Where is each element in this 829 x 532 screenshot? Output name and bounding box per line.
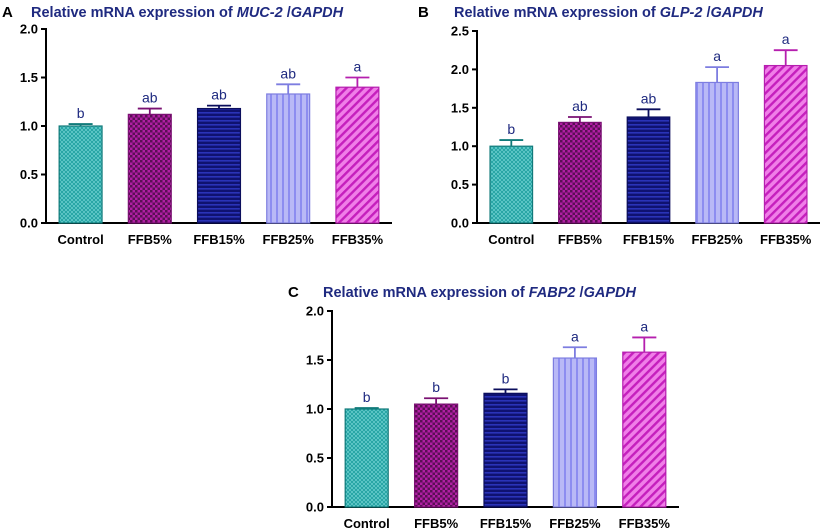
y-tick-label-a-0: 0.0	[20, 216, 38, 231]
panel-title-b-sep: /	[702, 5, 710, 21]
panel-title-a-sep: /	[283, 5, 291, 21]
bar-b-ffb25pct	[695, 81, 739, 224]
panel-title-b: Relative mRNA expression of GLP-2 /GAPDH	[454, 5, 763, 21]
bar-b-ffb5pct	[558, 121, 602, 224]
x-tick-label-a-ffb25pct: FFB25%	[263, 232, 315, 247]
x-tick-label-b-ffb5pct: FFB5%	[558, 232, 603, 247]
y-tick-label-c-0: 0.0	[306, 500, 324, 515]
bar-c-ffb35pct	[622, 351, 667, 508]
panel-title-a-prefix: Relative mRNA expression of	[31, 5, 237, 21]
x-tick-label-b-ffb15pct: FFB15%	[623, 232, 675, 247]
panel-letter-c: C	[288, 284, 299, 301]
panel-title-c: Relative mRNA expression of FABP2 /GAPDH	[323, 285, 636, 301]
y-tick-label-b-5: 2.5	[451, 24, 469, 39]
x-tick-label-c-ffb35pct: FFB35%	[619, 516, 671, 531]
x-tick-label-c-ffb15pct: FFB15%	[480, 516, 532, 531]
bar-a-ffb35pct	[335, 86, 380, 224]
y-tick-label-c-3: 1.5	[306, 353, 324, 368]
bar-a-control	[58, 125, 103, 224]
y-tick-label-c-1: 0.5	[306, 451, 324, 466]
sig-letter-c-ffb15pct: b	[502, 370, 510, 386]
panel-title-b-gene: GLP-2	[660, 5, 703, 21]
y-tick-label-a-4: 2.0	[20, 22, 38, 37]
panel-title-b-prefix: Relative mRNA expression of	[454, 5, 660, 21]
sig-letter-a-control: b	[77, 105, 85, 121]
y-tick-label-b-3: 1.5	[451, 100, 469, 115]
y-tick-label-b-0: 0.0	[451, 216, 469, 231]
panel-title-c-sep: /	[576, 285, 584, 301]
sig-letter-b-ffb25pct: a	[713, 48, 721, 64]
sig-letter-a-ffb5pct: ab	[142, 90, 158, 106]
sig-letter-c-ffb5pct: b	[432, 379, 440, 395]
sig-letter-b-ffb5pct: ab	[572, 98, 588, 114]
bar-a-ffb25pct	[266, 93, 311, 224]
sig-letter-b-ffb15pct: ab	[641, 90, 657, 106]
chart-panel-a: A Relative mRNA expression of MUC-2 /GAP…	[2, 4, 392, 247]
x-tick-label-a-ffb35pct: FFB35%	[332, 232, 384, 247]
x-tick-label-a-ffb15pct: FFB15%	[193, 232, 245, 247]
x-tick-label-b-control: Control	[488, 232, 534, 247]
panel-title-c-ref: GAPDH	[584, 285, 637, 301]
panel-title-c-prefix: Relative mRNA expression of	[323, 285, 529, 301]
x-tick-label-b-ffb25pct: FFB25%	[691, 232, 743, 247]
y-tick-label-a-1: 0.5	[20, 167, 38, 182]
y-tick-label-b-4: 2.0	[451, 62, 469, 77]
chart-panel-b: B Relative mRNA expression of GLP-2 /GAP…	[418, 4, 820, 247]
sig-letter-b-control: b	[507, 121, 515, 137]
panel-letter-a: A	[2, 4, 13, 21]
y-tick-label-b-1: 0.5	[451, 177, 469, 192]
bar-a-ffb15pct	[196, 107, 242, 224]
sig-letter-c-ffb35pct: a	[640, 318, 648, 334]
sig-letter-b-ffb35pct: a	[782, 31, 790, 47]
sig-letter-a-ffb35pct: a	[354, 59, 362, 75]
sig-letter-c-ffb25pct: a	[571, 328, 579, 344]
y-tick-label-c-4: 2.0	[306, 304, 324, 319]
x-tick-label-c-control: Control	[344, 516, 390, 531]
sig-letter-a-ffb15pct: ab	[211, 87, 227, 103]
panel-title-b-ref: GAPDH	[711, 5, 764, 21]
bar-b-ffb35pct	[763, 64, 808, 224]
bar-a-ffb5pct	[127, 113, 172, 224]
panel-title-a-gene: MUC-2	[237, 5, 283, 21]
x-tick-label-c-ffb5pct: FFB5%	[414, 516, 459, 531]
sig-letter-a-ffb25pct: ab	[280, 65, 296, 81]
x-tick-label-c-ffb25pct: FFB25%	[549, 516, 601, 531]
sig-letter-c-control: b	[363, 389, 371, 405]
panel-title-c-gene: FABP2	[529, 285, 576, 301]
y-tick-label-a-3: 1.5	[20, 70, 38, 85]
x-tick-label-a-control: Control	[57, 232, 103, 247]
panel-title-a: Relative mRNA expression of MUC-2 /GAPDH	[31, 5, 344, 21]
panel-letter-b: B	[418, 4, 429, 21]
bar-c-control	[344, 408, 389, 508]
x-tick-label-a-ffb5pct: FFB5%	[128, 232, 173, 247]
panel-title-a-ref: GAPDH	[291, 5, 344, 21]
bar-c-ffb25pct	[552, 357, 598, 508]
y-tick-label-b-2: 1.0	[451, 139, 469, 154]
x-tick-label-b-ffb35pct: FFB35%	[760, 232, 812, 247]
y-tick-label-c-2: 1.0	[306, 402, 324, 417]
bar-b-control	[489, 145, 534, 224]
bar-b-ffb15pct	[626, 116, 671, 224]
chart-panel-c: C Relative mRNA expression of FABP2 /GAP…	[288, 284, 679, 531]
y-tick-label-a-2: 1.0	[20, 119, 38, 134]
bar-c-ffb15pct	[483, 392, 528, 508]
bar-c-ffb5pct	[413, 403, 459, 508]
